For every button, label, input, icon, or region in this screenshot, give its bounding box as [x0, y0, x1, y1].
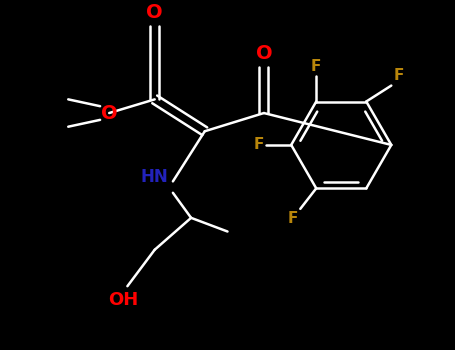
Text: O: O	[147, 3, 163, 22]
Text: F: F	[288, 211, 298, 226]
Text: O: O	[101, 104, 117, 122]
Text: F: F	[253, 138, 264, 153]
Text: F: F	[394, 68, 404, 83]
Text: F: F	[311, 59, 321, 74]
Text: O: O	[256, 44, 272, 63]
Text: HN: HN	[141, 168, 168, 186]
Text: OH: OH	[108, 291, 138, 309]
